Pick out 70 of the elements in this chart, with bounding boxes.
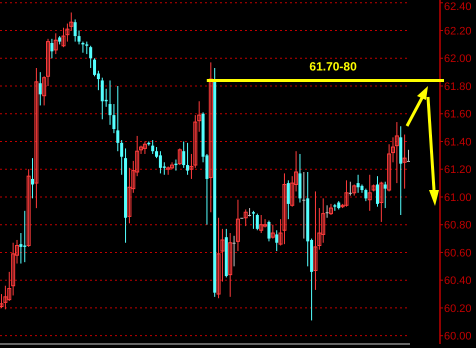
candlestick xyxy=(376,176,379,208)
candlestick xyxy=(81,41,84,54)
candlestick xyxy=(31,158,34,199)
candlestick xyxy=(275,230,278,252)
candlestick xyxy=(23,210,26,263)
candlestick xyxy=(74,18,77,42)
candlestick xyxy=(402,134,407,190)
candlestick xyxy=(174,159,178,172)
candlestick xyxy=(112,104,116,134)
candlestick xyxy=(286,180,290,220)
candlestick xyxy=(186,142,190,176)
annotation: 61.70-80 xyxy=(309,59,358,74)
candlestick xyxy=(62,27,66,48)
y-tick-label: 62.20 xyxy=(444,25,472,38)
candlestick xyxy=(208,62,213,213)
candlestick xyxy=(406,149,410,162)
y-tick-label: 60.20 xyxy=(444,302,472,315)
candlestick xyxy=(100,77,104,120)
candlestick xyxy=(364,188,368,202)
candlestick xyxy=(270,224,275,240)
candlestick xyxy=(178,148,182,166)
candlestick xyxy=(228,232,232,298)
y-tick-label: 61.20 xyxy=(444,164,472,176)
candlestick xyxy=(344,180,348,208)
candlestick xyxy=(182,140,186,168)
candlestick xyxy=(89,45,92,68)
candlestick xyxy=(256,213,259,231)
candlestick xyxy=(108,80,112,126)
candlestick xyxy=(379,181,384,222)
y-tick-label: 62.40 xyxy=(444,0,472,13)
candlestick xyxy=(54,32,58,55)
candlestick xyxy=(78,30,81,45)
y-tick-label: 61.80 xyxy=(444,80,472,93)
candlestick xyxy=(356,174,360,194)
y-tick-label: 62.00 xyxy=(444,53,472,66)
candlestick xyxy=(50,38,54,59)
candlestick xyxy=(142,140,147,154)
candlestick xyxy=(368,174,372,212)
y-tick-label: 60.00 xyxy=(444,330,472,343)
candlestick xyxy=(38,72,42,106)
candlestick xyxy=(352,184,356,196)
y-tick-label: 61.40 xyxy=(444,136,472,148)
candlestick xyxy=(34,67,38,209)
candlestick xyxy=(252,210,255,230)
candlestick xyxy=(93,58,96,77)
y-tick-label: 60.60 xyxy=(444,247,472,260)
candlestick xyxy=(158,150,162,174)
candlestick xyxy=(232,235,236,267)
candlestick xyxy=(302,172,306,240)
y-tick-label: 60.40 xyxy=(444,275,472,288)
y-tick-label: 60.80 xyxy=(444,220,472,232)
candlestick xyxy=(85,41,88,55)
candlestick xyxy=(313,190,318,290)
y-tick-label: 61.60 xyxy=(444,108,472,121)
candlestick xyxy=(216,217,221,299)
candlestick xyxy=(259,214,264,234)
candlestick xyxy=(326,204,329,218)
candlestick xyxy=(244,208,248,227)
candlestick xyxy=(236,199,240,252)
y-tick-label: 61.00 xyxy=(444,192,472,204)
candlestick xyxy=(248,208,252,217)
candlestick xyxy=(26,168,31,248)
candlestick xyxy=(282,172,286,245)
candlestick xyxy=(384,181,387,209)
candlestick xyxy=(267,220,270,242)
candlestick xyxy=(19,232,22,264)
candlestick xyxy=(151,140,154,154)
candlestick xyxy=(348,181,352,196)
candlestick xyxy=(394,122,399,184)
candlestick xyxy=(328,203,333,216)
